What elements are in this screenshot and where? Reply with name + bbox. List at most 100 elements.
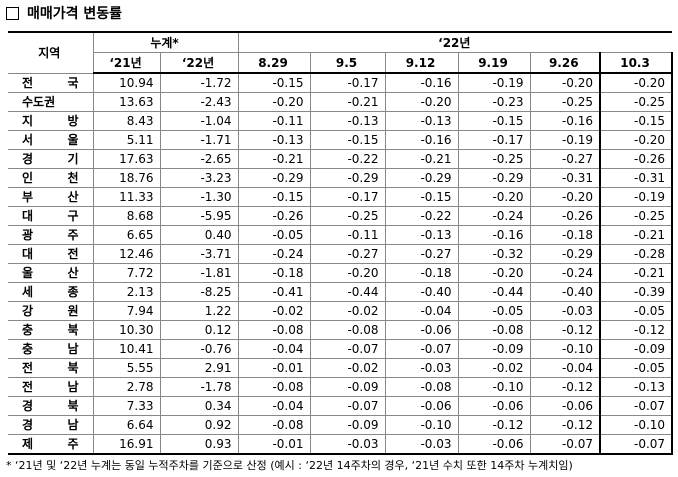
subheader: 9.19 — [457, 52, 531, 74]
value-cell: -0.20 — [384, 92, 459, 112]
data-row: 제 주 16.91 0.93 -0.01 -0.03 -0.03 -0.06 -0.07 -0.… — [8, 434, 674, 455]
value-cell: -0.09 — [599, 339, 674, 359]
data-row: 수도권 13.63 -2.43 -0.20 -0.21 -0.20 -0.23 -0.25 -0… — [8, 92, 674, 112]
region-cell: 전 국 — [8, 72, 94, 93]
value-cell: -0.15 — [384, 187, 459, 207]
value-cell: -0.12 — [529, 377, 601, 397]
value-cell: -0.25 — [457, 149, 531, 169]
region-cell: 세 종 — [8, 282, 94, 302]
data-row: 충 북 10.30 0.12 -0.08 -0.08 -0.06 -0.08 -0.12 -0.… — [8, 320, 674, 340]
value-cell: -0.03 — [529, 301, 601, 321]
title-box-icon — [6, 6, 19, 20]
data-row: 경 기 17.63 -2.65 -0.21 -0.22 -0.21 -0.25 -0.27 -0… — [8, 149, 674, 169]
value-cell: -0.13 — [384, 225, 459, 245]
value-cell: -0.01 — [237, 358, 311, 378]
value-cell: -0.13 — [237, 130, 311, 150]
region-cell: 제 주 — [8, 434, 94, 455]
value-cell: -1.72 — [159, 72, 239, 93]
value-cell: -0.12 — [599, 320, 674, 340]
data-row: 광 주 6.65 0.40 -0.05 -0.11 -0.13 -0.16 -0.18 -0.2… — [8, 225, 674, 245]
value-cell: -0.07 — [599, 396, 674, 416]
region-cell: 대 구 — [8, 206, 94, 226]
value-cell: 5.11 — [92, 130, 161, 150]
value-cell: -0.39 — [599, 282, 674, 302]
value-cell: 2.91 — [159, 358, 239, 378]
value-cell: -0.41 — [237, 282, 311, 302]
value-cell: -0.13 — [599, 377, 674, 397]
value-cell: -3.71 — [159, 244, 239, 264]
value-cell: 0.12 — [159, 320, 239, 340]
value-cell: -0.07 — [309, 396, 386, 416]
subheader: 9.5 — [309, 52, 386, 74]
value-cell: -0.20 — [529, 72, 601, 93]
value-cell: 1.22 — [159, 301, 239, 321]
value-cell: -0.07 — [309, 339, 386, 359]
value-cell: -0.20 — [599, 130, 674, 150]
region-cell: 지 방 — [8, 111, 94, 131]
value-cell: -0.10 — [457, 377, 531, 397]
data-row: 강 원 7.94 1.22 -0.02 -0.02 -0.04 -0.05 -0.03 -0.0… — [8, 301, 674, 321]
value-cell: -3.23 — [159, 168, 239, 188]
value-cell: -0.29 — [457, 168, 531, 188]
value-cell: -0.20 — [309, 263, 386, 283]
value-cell: -0.10 — [384, 415, 459, 435]
value-cell: -0.21 — [309, 92, 386, 112]
value-cell: -0.31 — [599, 168, 674, 188]
value-cell: -0.05 — [599, 358, 674, 378]
value-cell: -0.03 — [384, 434, 459, 455]
value-cell: -0.18 — [529, 225, 601, 245]
value-cell: -0.26 — [237, 206, 311, 226]
data-row: 서 울 5.11 -1.71 -0.13 -0.15 -0.16 -0.17 -0.19 -0.… — [8, 130, 674, 150]
cumulative-header: 누계* — [92, 31, 239, 53]
value-cell: -0.05 — [599, 301, 674, 321]
region-cell: 충 남 — [8, 339, 94, 359]
value-cell: -0.20 — [457, 263, 531, 283]
value-cell: -0.21 — [599, 225, 674, 245]
region-cell: 경 북 — [8, 396, 94, 416]
value-cell: -0.12 — [529, 320, 601, 340]
value-cell: -0.15 — [237, 187, 311, 207]
value-cell: 10.41 — [92, 339, 161, 359]
value-cell: -0.02 — [237, 301, 311, 321]
value-cell: -0.15 — [457, 111, 531, 131]
value-cell: -0.22 — [309, 149, 386, 169]
value-cell: -0.19 — [599, 187, 674, 207]
value-cell: -0.06 — [529, 396, 601, 416]
value-cell: -0.01 — [237, 434, 311, 455]
value-cell: -5.95 — [159, 206, 239, 226]
value-cell: -0.06 — [457, 434, 531, 455]
value-cell: -0.18 — [237, 263, 311, 283]
region-cell: 대 전 — [8, 244, 94, 264]
value-cell: -1.71 — [159, 130, 239, 150]
value-cell: -1.04 — [159, 111, 239, 131]
value-cell: 11.33 — [92, 187, 161, 207]
value-cell: -2.65 — [159, 149, 239, 169]
header-row: 지역 누계* ‘22년 — [8, 31, 673, 74]
data-row: 울 산 7.72 -1.81 -0.18 -0.20 -0.18 -0.20 -0.24 -0.… — [8, 263, 674, 283]
title-text: 매매가격 변동률 — [27, 6, 123, 22]
value-cell: -0.07 — [384, 339, 459, 359]
value-cell: -0.12 — [457, 415, 531, 435]
value-cell: -0.20 — [237, 92, 311, 112]
value-cell: 5.55 — [92, 358, 161, 378]
value-cell: -0.10 — [529, 339, 601, 359]
value-cell: -0.31 — [529, 168, 601, 188]
data-row: 세 종 2.13 -8.25 -0.41 -0.44 -0.40 -0.44 -0.40 -0.… — [8, 282, 674, 302]
region-cell: 경 기 — [8, 149, 94, 169]
value-cell: -0.20 — [529, 187, 601, 207]
subheader: 9.26 — [529, 52, 601, 74]
price-change-table: 지역 누계* ‘22년 ‘21년 ‘22년 8.29 9.5 9.12 9.19 9.26 1… — [8, 31, 674, 455]
value-cell: -0.25 — [309, 206, 386, 226]
region-header: 지역 — [8, 31, 94, 74]
value-cell: -0.15 — [309, 130, 386, 150]
value-cell: -0.28 — [599, 244, 674, 264]
value-cell: 10.94 — [92, 72, 161, 93]
value-cell: -0.10 — [599, 415, 674, 435]
value-cell: -0.24 — [529, 263, 601, 283]
value-cell: 0.93 — [159, 434, 239, 455]
weekly-header: ‘22년 — [237, 31, 673, 53]
value-cell: -0.27 — [309, 244, 386, 264]
value-cell: -1.78 — [159, 377, 239, 397]
value-cell: 7.33 — [92, 396, 161, 416]
